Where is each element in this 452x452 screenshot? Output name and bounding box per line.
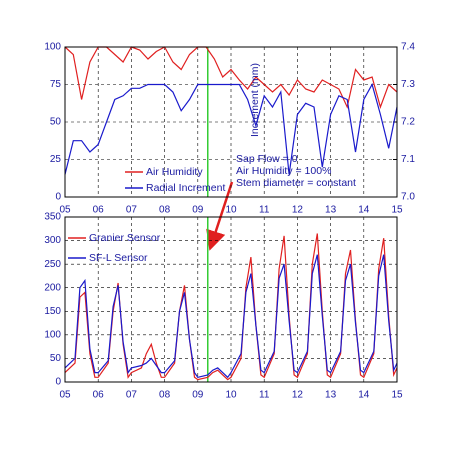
x-tick-label: 14 bbox=[358, 205, 370, 216]
x-tick-label: 08 bbox=[159, 205, 171, 216]
annotation: Stem diameter = constant bbox=[236, 177, 356, 189]
x-tick-label: 11 bbox=[259, 205, 270, 216]
y2-tick-label: 7.3 bbox=[401, 79, 415, 90]
y-tick-label: 200 bbox=[44, 282, 61, 293]
series-line bbox=[64, 46, 398, 109]
x-tick-label: 08 bbox=[159, 390, 171, 401]
y2-tick-label: 7.1 bbox=[401, 154, 415, 165]
y2-tick-label: 7.4 bbox=[401, 42, 415, 53]
x-tick-label: 15 bbox=[391, 205, 403, 216]
x-tick-label: 09 bbox=[192, 390, 204, 401]
y-tick-label: 0 bbox=[55, 377, 61, 388]
series-line bbox=[64, 82, 398, 175]
x-tick-label: 07 bbox=[126, 205, 138, 216]
y-tick-label: 150 bbox=[44, 306, 61, 317]
y-tick-label: 350 bbox=[44, 212, 61, 223]
y-tick-label: 75 bbox=[50, 79, 62, 90]
y-tick-label: 0 bbox=[55, 192, 61, 203]
y2-axis-title: Increment (mm) bbox=[249, 63, 261, 137]
x-tick-label: 06 bbox=[93, 205, 105, 216]
legend-label: Air Humidity bbox=[146, 166, 203, 178]
x-tick-label: 05 bbox=[59, 205, 71, 216]
x-tick-label: 06 bbox=[93, 390, 105, 401]
x-tick-label: 13 bbox=[325, 205, 337, 216]
y-tick-label: 250 bbox=[44, 259, 61, 270]
annotation: Air Humidity = 100% bbox=[236, 165, 331, 177]
y-tick-label: 50 bbox=[50, 117, 62, 128]
legend-label: Radial Increment bbox=[146, 182, 225, 194]
x-tick-label: 12 bbox=[292, 205, 304, 216]
y2-tick-label: 7.0 bbox=[401, 192, 415, 203]
y2-tick-label: 7.2 bbox=[401, 117, 415, 128]
x-tick-label: 15 bbox=[391, 390, 403, 401]
x-tick-label: 11 bbox=[259, 390, 270, 401]
plot-frame bbox=[64, 46, 398, 198]
x-tick-label: 13 bbox=[325, 390, 337, 401]
legend-label: SF-L Sensor bbox=[89, 252, 148, 264]
arrow bbox=[206, 181, 234, 251]
y-tick-label: 25 bbox=[50, 154, 62, 165]
plot-frame bbox=[64, 216, 398, 383]
y-tick-label: 50 bbox=[50, 353, 62, 364]
y-tick-label: 300 bbox=[44, 235, 61, 246]
y-tick-label: 100 bbox=[44, 42, 61, 53]
legend-label: Granier Sensor bbox=[89, 232, 161, 244]
x-tick-label: 05 bbox=[59, 390, 71, 401]
x-tick-label: 07 bbox=[126, 390, 138, 401]
x-tick-label: 10 bbox=[225, 390, 237, 401]
x-tick-label: 14 bbox=[358, 390, 370, 401]
y-tick-label: 100 bbox=[44, 329, 61, 340]
x-tick-label: 10 bbox=[225, 205, 237, 216]
annotation: Sap Flow = 0 bbox=[236, 153, 298, 165]
x-tick-label: 09 bbox=[192, 205, 204, 216]
series-line bbox=[64, 254, 398, 379]
x-tick-label: 12 bbox=[292, 390, 304, 401]
